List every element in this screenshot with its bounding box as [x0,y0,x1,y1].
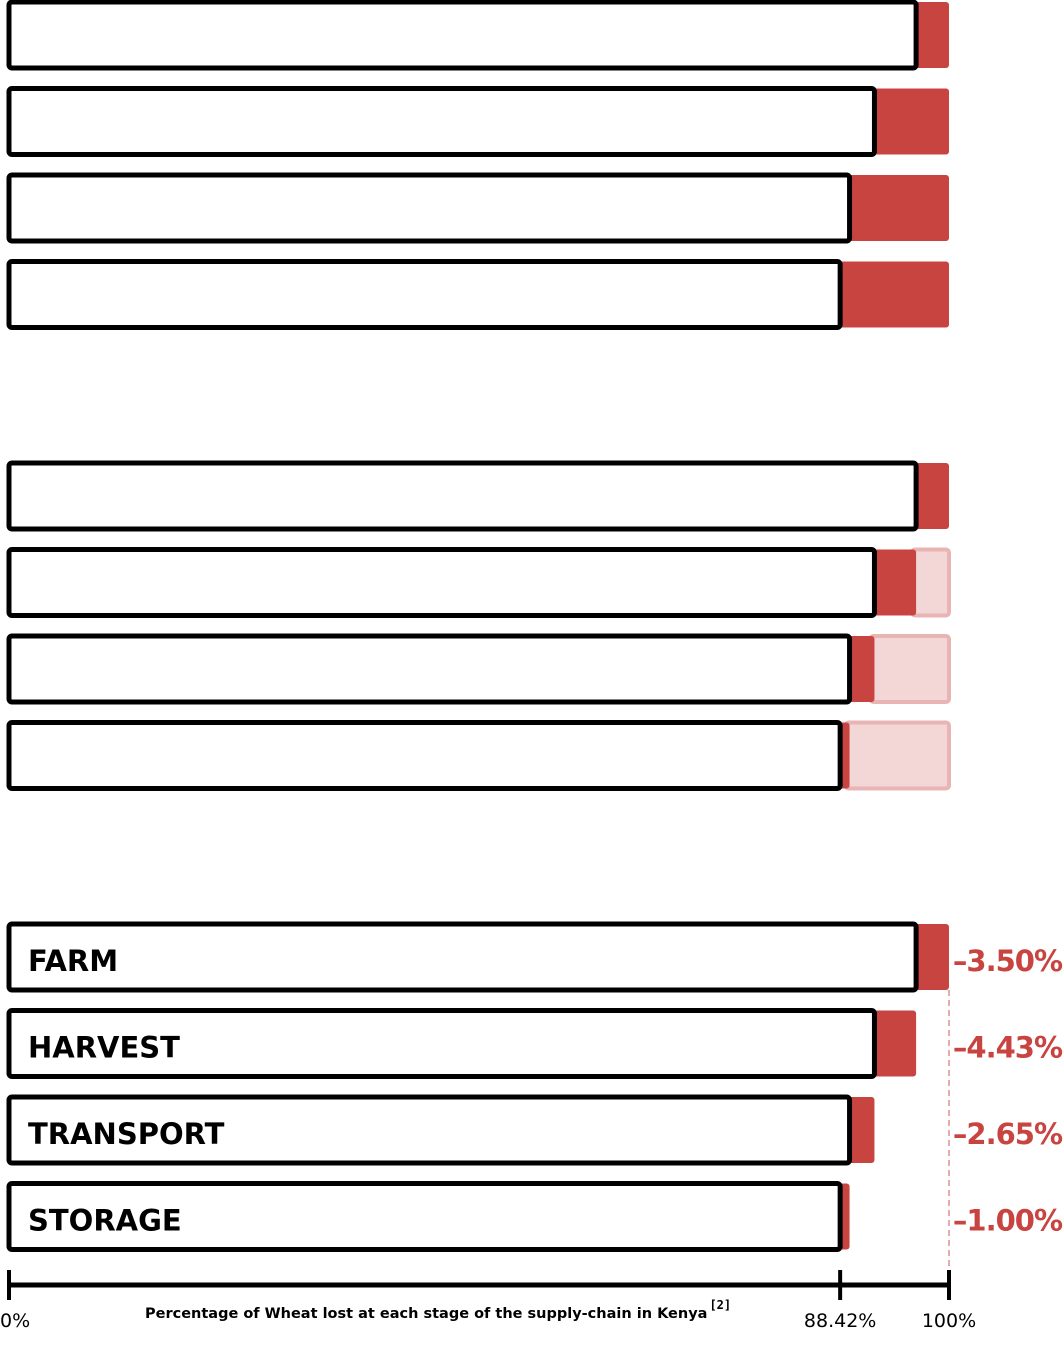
remaining-bar-transport [6,633,853,705]
remaining-bar-farm [6,0,919,71]
panel-stage-loss-labeled: FARM –3.50% HARVEST –4.43% TRANSPORT –2.65% ST… [6,921,1064,1272]
loss-label-farm: –3.50% [953,944,1063,978]
loss-label-storage: –1.00% [953,1204,1063,1238]
cumulative-loss-bar-transport [845,175,949,241]
stage-loss-bar-farm [912,924,949,990]
stage-loss-bar-farm [912,463,949,529]
stage-label-storage: STORAGE [28,1204,182,1238]
remaining-bar-harvest [6,547,877,618]
remaining-bar-storage [6,259,843,330]
stage-label-farm: FARM [28,944,118,978]
prior-loss-bar-transport [868,634,952,704]
cumulative-loss-bar-storage [836,261,949,328]
caption-text: Percentage of Wheat lost at each stage o… [145,1306,707,1322]
panel-stage-loss-with-prior [6,460,952,791]
stage-loss-bar-transport [845,636,875,702]
x-axis: 0% 88.42% 100% Percentage of Wheat lost … [0,1270,976,1332]
stage-loss-bar-harvest [870,1010,917,1077]
tick-label-1: 88.42% [804,1310,876,1332]
remaining-bar-farm [6,921,919,993]
remaining-bar-storage [6,720,843,791]
stage-loss-bar-harvest [870,549,917,616]
remaining-bar-transport [6,1094,853,1166]
x-axis-tick-labels: 0% 88.42% 100% [0,1310,976,1332]
tick-label-0: 0% [0,1310,30,1332]
loss-label-harvest: –4.43% [953,1031,1063,1065]
remaining-bar-storage [6,1181,843,1252]
remaining-bar-transport [6,172,853,244]
remaining-bar-harvest [6,1008,877,1079]
remaining-bar-harvest [6,86,877,157]
x-axis-ticks [7,1270,951,1300]
remaining-bar-farm [6,460,919,532]
loss-label-transport: –2.65% [953,1117,1063,1151]
stage-label-transport: TRANSPORT [28,1117,225,1151]
stage-loss-bar-transport [845,1097,875,1163]
cumulative-loss-bar-harvest [870,88,949,155]
caption-reference: [2] [709,1298,731,1312]
stage-label-harvest: HARVEST [28,1031,180,1065]
panel-cumulative-loss [6,0,949,330]
chart-caption: Percentage of Wheat lost at each stage o… [145,1298,731,1322]
tick-label-2: 100% [922,1310,976,1332]
prior-loss-bar-storage [843,720,951,791]
prior-loss-bar-harvest [910,547,951,618]
cumulative-loss-bar-farm [912,2,949,68]
